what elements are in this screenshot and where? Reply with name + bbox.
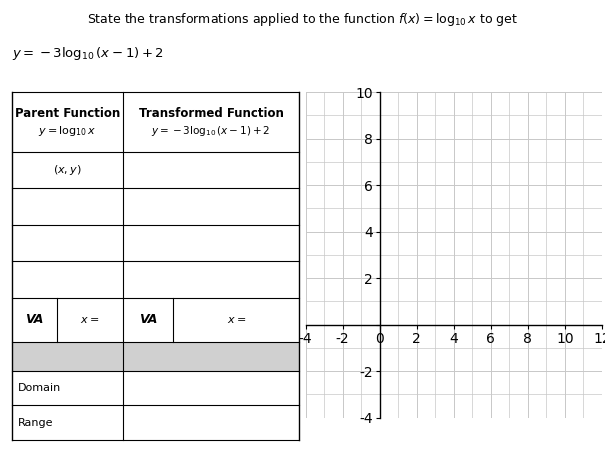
Bar (12, 152, 299, 188)
Text: $x = $: $x = $ (227, 315, 246, 325)
Text: Domain: Domain (18, 383, 61, 393)
Bar (12, 371, 299, 405)
Text: Range: Range (18, 418, 54, 428)
Text: VA: VA (139, 313, 157, 326)
Text: Transformed Function: Transformed Function (139, 107, 284, 120)
Text: State the transformations applied to the function $f(x) = \log_{10} x$ to get: State the transformations applied to the… (87, 11, 518, 28)
Bar (12, 298, 299, 342)
Bar (12, 261, 299, 298)
Bar (12, 405, 299, 440)
Bar (12, 188, 299, 224)
Text: $(x, y)$: $(x, y)$ (53, 163, 82, 177)
Bar (12, 224, 299, 261)
Text: $y = \log_{10}x$: $y = \log_{10}x$ (38, 124, 97, 138)
Text: $y = -3\log_{10}(x - 1) + 2$: $y = -3\log_{10}(x - 1) + 2$ (151, 124, 271, 138)
Text: $y = -3\log_{10}(x - 1) + 2$: $y = -3\log_{10}(x - 1) + 2$ (12, 45, 164, 62)
Text: Parent Function: Parent Function (15, 107, 120, 120)
Bar (12, 342, 299, 371)
Text: VA: VA (25, 313, 44, 326)
Bar (12, 92, 299, 152)
Text: $x = $: $x = $ (80, 315, 99, 325)
